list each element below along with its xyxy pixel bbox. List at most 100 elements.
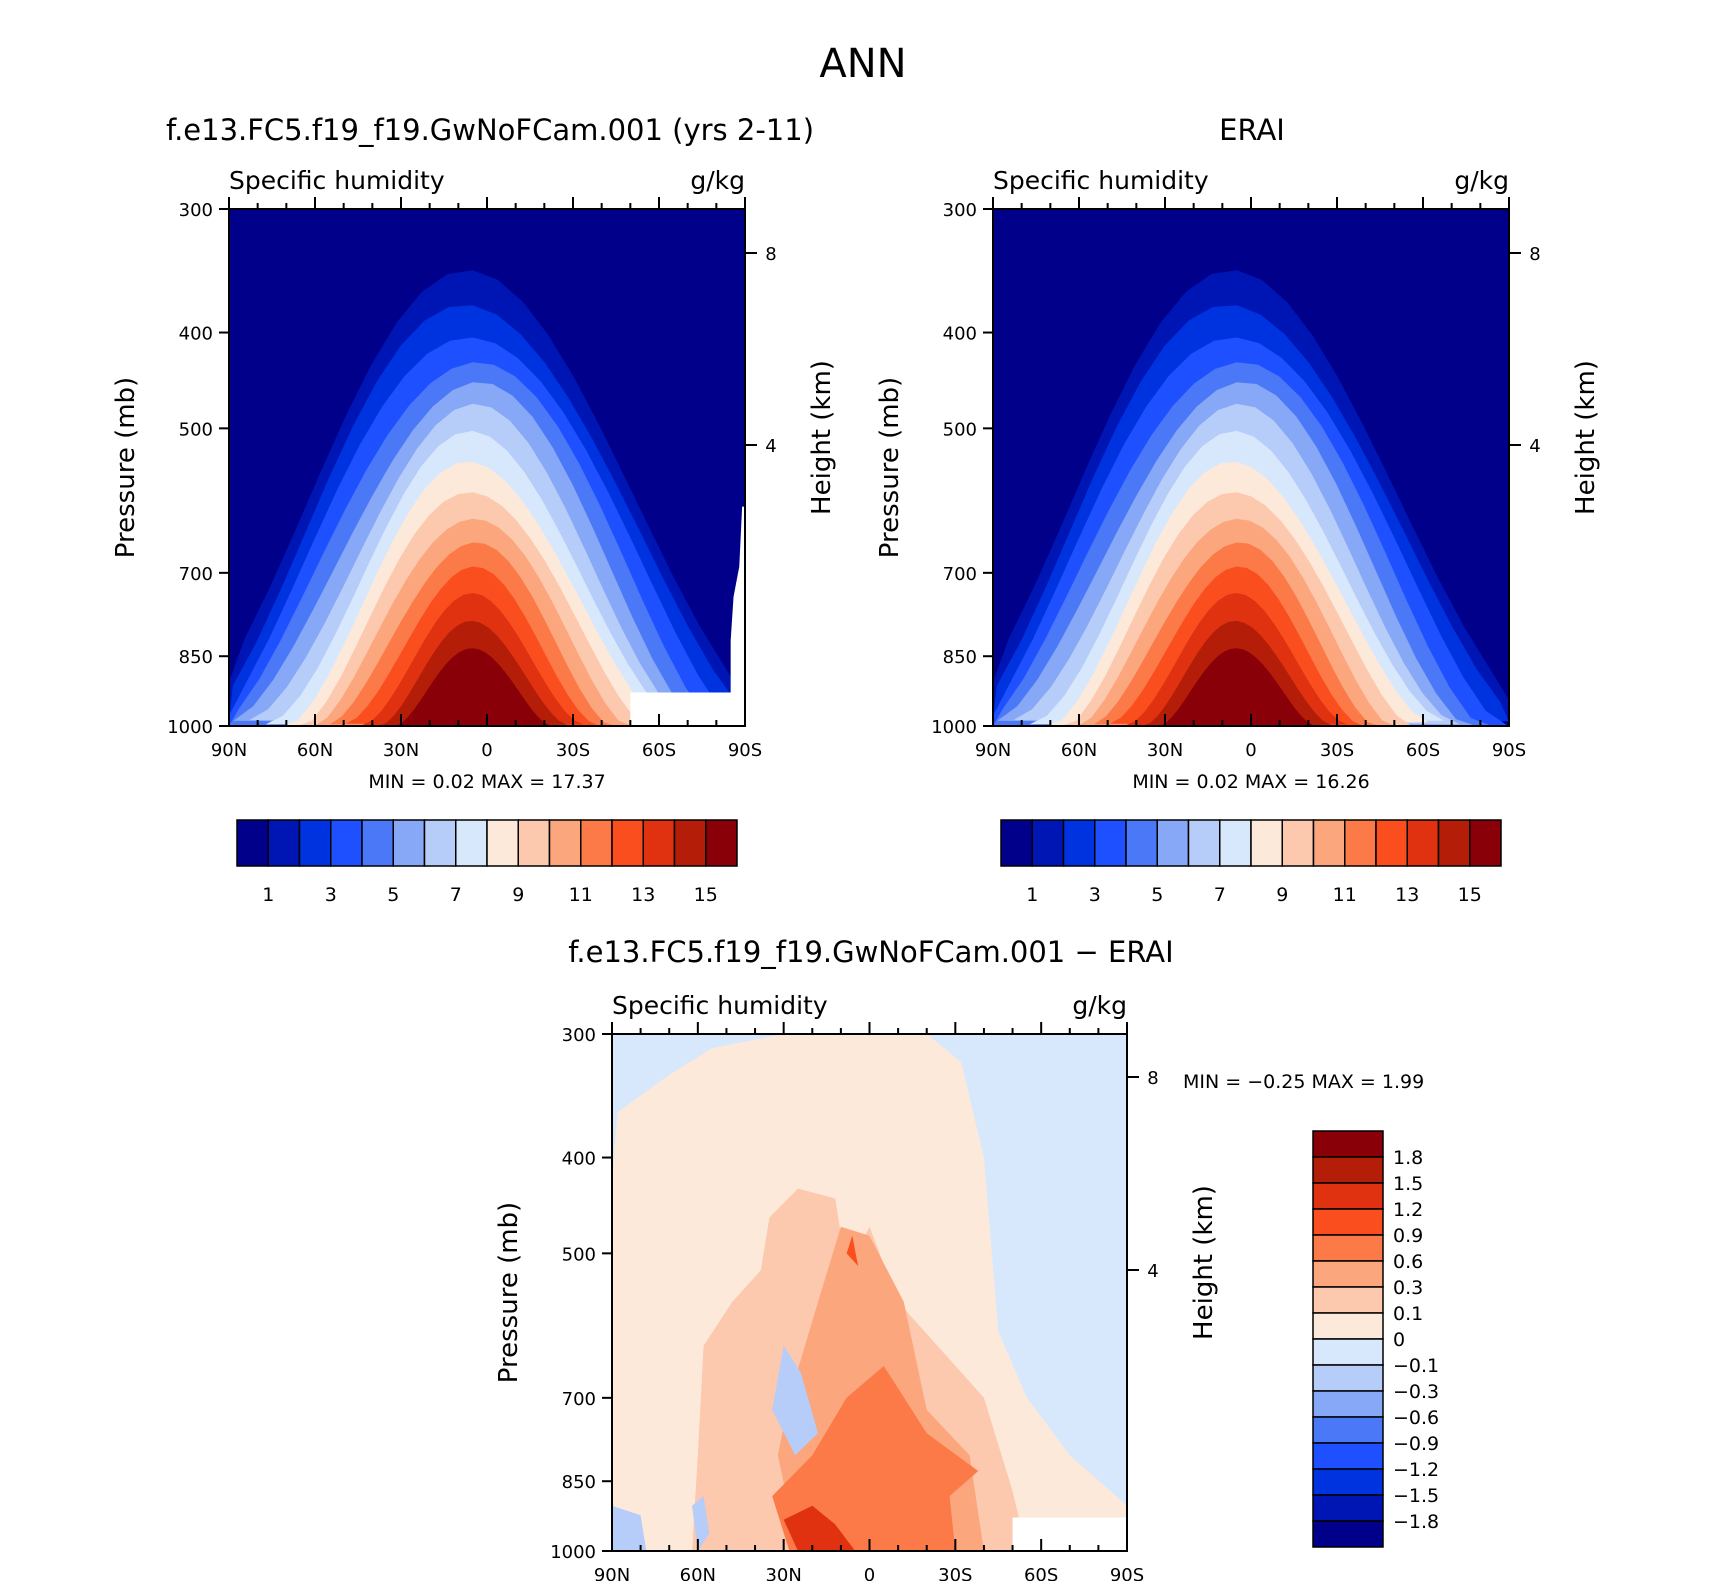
- panel-title: ERAI: [1219, 113, 1285, 147]
- min-max-label: MIN = 0.02 MAX = 16.26: [1132, 771, 1369, 793]
- colorbar-box: [1094, 819, 1127, 867]
- x-tick-label: 60N: [297, 740, 333, 761]
- min-max-label: MIN = 0.02 MAX = 17.37: [368, 771, 605, 793]
- colorbar-box: [1281, 819, 1315, 867]
- colorbar: 1 3 5 7 9 11 13 15: [236, 819, 738, 906]
- colorbar-box: [1031, 819, 1065, 867]
- y-tick-label: 500: [179, 419, 213, 440]
- y-tick-label: 400: [562, 1149, 596, 1170]
- x-tick-label: 30S: [1320, 740, 1354, 761]
- x-tick-label: 30S: [556, 740, 590, 761]
- contour-fill: [612, 1505, 647, 1551]
- y-tick-label: 500: [943, 419, 977, 440]
- colorbar-box: [330, 819, 363, 867]
- panel-obs: ERAI Specific humidity g/kg 90N 60N 30N 0 30S 60…: [875, 113, 1601, 906]
- y-tick-label: 1000: [550, 1542, 596, 1563]
- colorbar-label: 15: [694, 884, 718, 906]
- colorbar-label: 0: [1393, 1329, 1405, 1351]
- min-max-label: MIN = −0.25 MAX = 1.99: [1183, 1071, 1424, 1093]
- colorbar-label: 7: [450, 884, 462, 906]
- colorbar-label: 13: [631, 884, 655, 906]
- y-tick-label: 700: [562, 1389, 596, 1410]
- colorbar-label: 3: [1089, 884, 1101, 906]
- contour-fill: [394, 648, 551, 726]
- colorbar-box: [1312, 1156, 1384, 1184]
- x-tick-label: 60N: [1061, 740, 1097, 761]
- y-tick-label: 700: [179, 564, 213, 585]
- colorbar: 1 3 5 7 9 11 13 15: [1000, 819, 1502, 906]
- y-tick-label: 700: [943, 564, 977, 585]
- colorbar-box: [1312, 1208, 1384, 1236]
- x-tick-label: 0: [481, 740, 492, 761]
- y2-tick-label: 8: [765, 244, 776, 265]
- x-tick-label: 60S: [1406, 740, 1440, 761]
- colorbar-label: −1.8: [1393, 1511, 1439, 1533]
- y-tick-label: 400: [179, 324, 213, 345]
- x-tick-label: 0: [864, 1565, 875, 1581]
- colorbar-box: [1312, 1312, 1384, 1340]
- colorbar-label: −1.5: [1393, 1485, 1439, 1507]
- colorbar-box: [1312, 1338, 1384, 1366]
- colorbar-label: 11: [1333, 884, 1357, 906]
- colorbar-box: [1312, 1286, 1384, 1314]
- y-tick-label: 850: [179, 647, 213, 668]
- panel-difference: f.e13.FC5.f19_f19.GwNoFCam.001 − ERAI Spe…: [494, 935, 1439, 1581]
- contour-field: [993, 209, 1509, 726]
- colorbar-box: [1375, 819, 1408, 867]
- colorbar-label: 13: [1395, 884, 1419, 906]
- colorbar-label: 7: [1214, 884, 1226, 906]
- colorbar-box: [486, 819, 519, 867]
- colorbar-label: 0.3: [1393, 1277, 1423, 1299]
- y-tick-label: 400: [943, 324, 977, 345]
- colorbar-box: [1156, 819, 1190, 867]
- y-tick-label: 300: [179, 200, 213, 221]
- colorbar-label: 0.6: [1393, 1251, 1423, 1273]
- colorbar-label: 1.5: [1393, 1173, 1423, 1195]
- colorbar-box: [1312, 1260, 1384, 1288]
- panel-title: f.e13.FC5.f19_f19.GwNoFCam.001 (yrs 2-11…: [166, 113, 814, 147]
- x-tick-label: 90N: [594, 1565, 630, 1581]
- contour-field: [229, 209, 745, 726]
- x-tick-label: 90N: [975, 740, 1011, 761]
- x-tick-label: 30S: [938, 1565, 972, 1581]
- x-tick-label: 90N: [211, 740, 247, 761]
- colorbar-box: [673, 819, 707, 867]
- colorbar-box: [1312, 1234, 1384, 1262]
- x-tick-label: 30N: [383, 740, 419, 761]
- colorbar-box: [517, 819, 551, 867]
- colorbar-label: 9: [1276, 884, 1288, 906]
- colorbar-label: 15: [1458, 884, 1482, 906]
- colorbar-box: [642, 819, 676, 867]
- colorbar-box: [1312, 1494, 1384, 1522]
- variable-label: Specific humidity: [993, 166, 1209, 195]
- units-label: g/kg: [1072, 991, 1127, 1020]
- figure-title: ANN: [819, 41, 906, 87]
- colorbar-box: [1312, 1416, 1384, 1444]
- x-tick-label: 0: [1245, 740, 1256, 761]
- colorbar-box: [423, 819, 457, 867]
- x-tick-label: 60N: [680, 1565, 716, 1581]
- colorbar-box: [1062, 819, 1096, 867]
- colorbar-label: −1.2: [1393, 1459, 1439, 1481]
- y-tick-label: 1000: [167, 717, 213, 738]
- colorbar-box: [1312, 819, 1346, 867]
- x-tick-label: 30N: [765, 1565, 801, 1581]
- colorbar-box: [548, 819, 582, 867]
- units-label: g/kg: [1454, 166, 1509, 195]
- colorbar-label: 3: [325, 884, 337, 906]
- y-tick-label: 500: [562, 1244, 596, 1265]
- colorbar-box: [611, 819, 644, 867]
- colorbar-box: [1437, 819, 1471, 867]
- y2-tick-label: 4: [765, 436, 776, 457]
- colorbar-label: 0.1: [1393, 1303, 1423, 1325]
- x-tick-label: 90S: [1110, 1565, 1144, 1581]
- panel-model: f.e13.FC5.f19_f19.GwNoFCam.001 (yrs 2-11…: [111, 113, 837, 906]
- colorbar-label: 0.9: [1393, 1225, 1423, 1247]
- colorbar-label: 1.2: [1393, 1199, 1423, 1221]
- colorbar-box: [1312, 1182, 1384, 1210]
- y-axis-label: Pressure (mb): [494, 1202, 524, 1383]
- colorbar-box: [1406, 819, 1440, 867]
- y-tick-label: 300: [562, 1025, 596, 1046]
- units-label: g/kg: [690, 166, 745, 195]
